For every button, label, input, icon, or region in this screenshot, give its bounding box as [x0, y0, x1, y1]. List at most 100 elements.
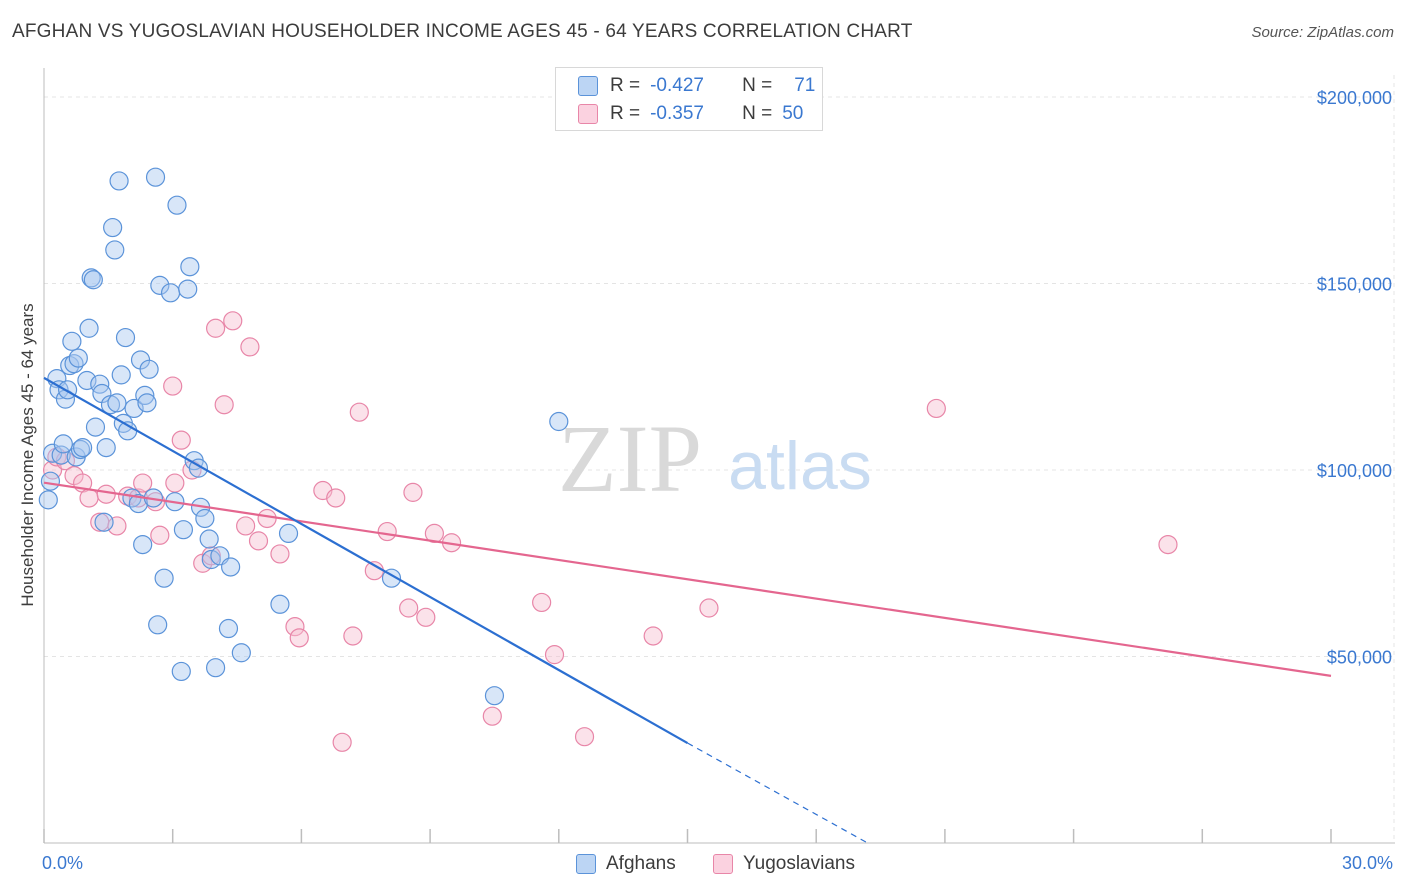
chart-title: AFGHAN VS YUGOSLAVIAN HOUSEHOLDER INCOME… — [12, 21, 913, 42]
afghans-point — [231, 643, 251, 663]
yugoslavians-point — [96, 484, 116, 504]
afghans-point — [154, 568, 174, 588]
afghans-n-value: 71 — [794, 75, 816, 96]
yugoslavians-point — [150, 525, 170, 545]
afghans-point — [167, 195, 187, 215]
afghans-point — [160, 283, 181, 303]
afghans-point — [73, 438, 93, 458]
x-tick-min: 0.0% — [42, 853, 84, 873]
afghans-point — [94, 512, 114, 532]
yugoslavians-r-value: -0.357 — [650, 103, 704, 124]
yugoslavians-n-value: 50 — [782, 103, 804, 124]
yugoslavians-point — [285, 617, 305, 637]
y-tick-label: $200,000 — [1317, 88, 1392, 108]
afghans-point — [137, 393, 157, 413]
afghans-trend-extension — [687, 742, 868, 844]
yugoslavians-point — [289, 628, 309, 648]
axes — [43, 68, 1395, 844]
watermark-atlas: atlas — [728, 428, 872, 504]
yugoslavians-point — [206, 318, 226, 338]
y-axis-label: Householder Income Ages 45 - 64 years — [18, 303, 37, 607]
legend-n-label: N = — [742, 103, 773, 124]
afghans-point — [150, 275, 170, 295]
afghans-point — [135, 385, 155, 405]
watermark: ZIP atlas — [558, 405, 872, 512]
yugoslavians-point — [574, 727, 595, 747]
correlation-legend: R = -0.427 N = 71 R = -0.357 N = 50 — [555, 67, 823, 131]
yugoslavians-point — [223, 311, 243, 331]
yugoslavians-point — [1158, 534, 1178, 555]
legend-r-label: R = — [610, 75, 641, 96]
afghans-point — [171, 661, 191, 682]
watermark-zip: ZIP — [558, 405, 702, 512]
afghans-point — [128, 493, 148, 514]
yugoslavians-legend-swatch — [713, 854, 733, 874]
afghans-point — [115, 327, 136, 348]
yugoslavians-point — [165, 473, 185, 493]
afghans-point — [105, 240, 125, 260]
afghans-point — [100, 395, 121, 415]
chart-source: Source: ZipAtlas.com — [1251, 24, 1394, 41]
afghans-point — [109, 171, 129, 191]
afghans-point — [549, 411, 569, 432]
afghans-point — [206, 658, 226, 678]
afghans-point — [62, 331, 82, 351]
afghans-point — [145, 167, 166, 187]
afghans-point — [148, 615, 168, 635]
afghans-legend-label: Afghans — [606, 853, 676, 874]
bottom-legend-yugoslavians: Yugoslavians — [713, 853, 855, 875]
afghans-point — [79, 318, 99, 338]
legend-row-yugoslavians: R = -0.357 N = 50 — [578, 103, 803, 125]
yugoslavians-point — [424, 523, 444, 544]
yugoslavians-point — [532, 592, 552, 613]
grid-lines — [44, 75, 1395, 843]
yugoslavians-point — [79, 488, 99, 508]
yugoslavians-point — [326, 488, 346, 508]
afghans-legend-swatch — [576, 854, 596, 874]
afghans-point — [180, 257, 200, 277]
afghans-point — [221, 557, 241, 577]
y-tick-labels: $50,000 $100,000 $150,000 $200,000 — [1317, 88, 1392, 668]
afghans-point — [199, 529, 219, 549]
y-tick-label: $100,000 — [1317, 461, 1392, 481]
afghans-point — [139, 359, 159, 379]
y-tick-label: $150,000 — [1317, 275, 1392, 295]
yugoslavians-point — [403, 482, 423, 502]
afghans-point — [178, 279, 198, 299]
afghans-point — [111, 365, 131, 385]
yugoslavians-point — [214, 395, 234, 415]
yugoslavians-point — [270, 544, 290, 564]
afghans-point — [218, 618, 239, 639]
yugoslavians-point — [343, 626, 363, 646]
legend-row-afghans: R = -0.427 N = 71 — [578, 75, 815, 97]
x-tick-max: 30.0% — [1341, 853, 1393, 873]
y-tick-label: $50,000 — [1327, 648, 1392, 668]
yugoslavians-trend-line — [43, 481, 1332, 677]
afghans-point — [53, 434, 73, 454]
afghans-point — [278, 523, 299, 544]
afghans-point — [57, 380, 78, 400]
afghans-trend-line — [43, 376, 689, 744]
yugoslavians-point — [482, 706, 502, 726]
yugoslavians-swatch — [578, 104, 598, 124]
afghans-point — [195, 508, 215, 529]
afghans-point — [40, 471, 61, 491]
afghans-point — [270, 594, 290, 614]
bottom-legend-afghans: Afghans — [576, 853, 676, 875]
afghans-point — [38, 490, 58, 510]
yugoslavians-point — [236, 516, 256, 536]
yugoslavians-point — [171, 430, 191, 450]
yugoslavians-point — [643, 626, 663, 646]
afghans-point — [96, 438, 116, 458]
yugoslavians-point — [257, 508, 277, 529]
afghans-points — [38, 167, 569, 706]
yugoslavians-point — [377, 521, 397, 542]
yugoslavians-point — [926, 398, 946, 419]
afghans-point — [107, 393, 127, 413]
afghans-point — [103, 217, 123, 238]
yugoslavians-point — [133, 473, 153, 493]
afghans-point — [173, 520, 194, 540]
yugoslavians-point — [248, 531, 269, 551]
legend-r-label: R = — [610, 103, 641, 124]
legend-n-label: N = — [742, 75, 773, 96]
